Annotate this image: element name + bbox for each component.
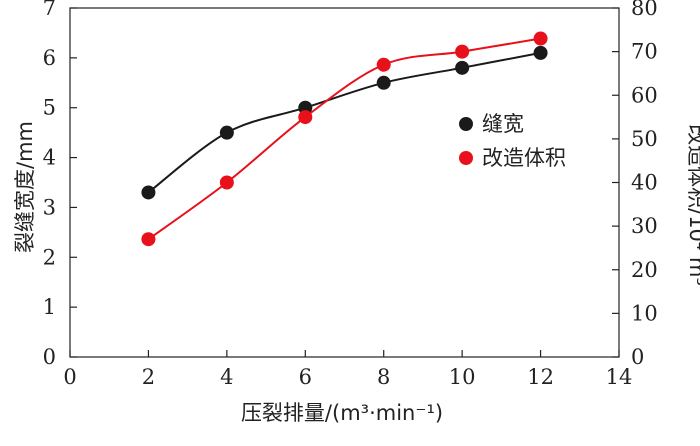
- y-tick-label: 3: [43, 195, 56, 219]
- legend-marker-width: [459, 117, 473, 131]
- y2-axis-title: 改造体积/10⁴ m³: [685, 124, 700, 286]
- legend-label-width: 缝宽: [482, 112, 524, 136]
- y2-tick-label: 60: [631, 83, 658, 107]
- y2-tick-label: 0: [631, 345, 644, 369]
- y2-tick-label: 70: [631, 40, 658, 64]
- data-point-width: [533, 45, 548, 60]
- data-point-volume: [533, 31, 548, 46]
- y-tick-label: 4: [43, 146, 56, 170]
- y-tick-label: 2: [43, 245, 56, 269]
- plot-frame: [69, 7, 620, 358]
- y-tick-label: 0: [43, 345, 56, 369]
- y2-tick-label: 80: [631, 0, 658, 20]
- data-point-volume: [376, 57, 391, 72]
- data-point-volume: [219, 175, 234, 190]
- y-tick-label: 7: [43, 0, 56, 20]
- x-tick-label: 0: [63, 365, 76, 389]
- legend: 缝宽 改造体积: [459, 112, 566, 170]
- x-axis-title: 压裂排量/(m³·min⁻¹): [241, 401, 443, 425]
- legend-marker-volume: [459, 151, 473, 165]
- x-tick-label: 8: [377, 365, 390, 389]
- data-point-width: [219, 125, 234, 140]
- y2-tick-label: 10: [631, 301, 658, 325]
- x-tick-label: 14: [606, 365, 633, 389]
- y-axis-title: 裂缝宽度/mm: [13, 121, 37, 253]
- data-point-volume: [455, 44, 470, 59]
- data-point-width: [376, 75, 391, 90]
- y2-tick-label: 50: [631, 127, 658, 151]
- data-point-volume: [141, 232, 156, 247]
- series-points: [141, 31, 548, 247]
- data-point-width: [141, 185, 156, 200]
- y-tick-label: 6: [43, 46, 56, 70]
- data-point-width: [455, 60, 470, 75]
- x-tick-label: 2: [142, 365, 155, 389]
- series-line-volume: [147, 37, 541, 241]
- x-tick-label: 6: [299, 365, 312, 389]
- series-lines: [147, 37, 541, 241]
- y-tick-label: 5: [43, 96, 56, 120]
- x-tick-label: 12: [527, 365, 554, 389]
- y2-tick-label: 30: [631, 214, 658, 238]
- axes: [69, 7, 620, 358]
- data-point-volume: [298, 110, 313, 125]
- y-tick-label: 1: [43, 295, 56, 319]
- y2-tick-label: 20: [631, 258, 658, 282]
- x-tick-label: 10: [449, 365, 476, 389]
- y2-tick-label: 40: [631, 171, 658, 195]
- legend-label-volume: 改造体积: [482, 146, 566, 170]
- x-tick-label: 4: [220, 365, 233, 389]
